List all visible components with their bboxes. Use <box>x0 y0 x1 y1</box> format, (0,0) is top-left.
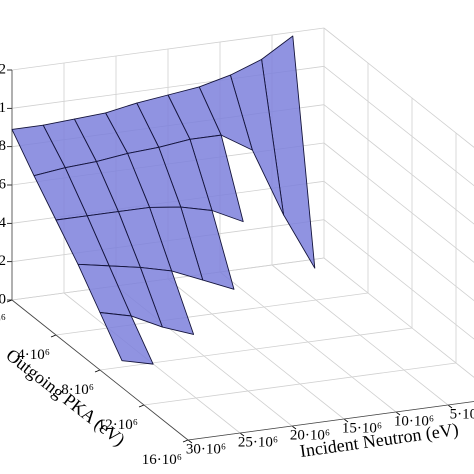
x-tick <box>447 404 453 409</box>
grid-line <box>323 181 474 302</box>
x-tick-label: 25·10⁶ <box>238 435 278 451</box>
axis-line <box>187 401 474 441</box>
x-tick <box>291 425 297 430</box>
grid-line <box>323 104 474 225</box>
x-tick-label: 20·10⁶ <box>290 428 330 444</box>
y-tick-label: 12·10⁶ <box>98 417 138 433</box>
grid-line <box>323 27 474 148</box>
grid-line <box>323 219 474 340</box>
y-tick-label: 8·10⁶ <box>61 382 94 398</box>
x-tick-label: 15·10⁶ <box>342 421 382 437</box>
y-tick <box>94 369 101 373</box>
y-tick <box>50 334 57 338</box>
axis-line <box>11 299 189 441</box>
z-tick-label: 1 <box>0 100 6 116</box>
z-tick-label: 0 <box>0 291 6 307</box>
grid-line <box>323 257 474 378</box>
x-tick <box>343 418 349 423</box>
z-tick-label: 0.4 <box>0 215 7 231</box>
y-tick <box>182 439 189 443</box>
y-axis-label: Outgoing PKA (eV) <box>2 345 129 451</box>
x-tick <box>395 411 401 416</box>
grid-line <box>11 27 325 71</box>
z-tick-label: 0.6 <box>0 176 7 192</box>
x-tick <box>187 439 193 444</box>
z-tick-label: 0.8 <box>0 138 6 154</box>
y-tick-label: 4·10⁶ <box>17 347 50 363</box>
grid-line <box>323 142 474 263</box>
grid-line <box>143 362 457 406</box>
y-tick-label: 0·10⁶ <box>0 312 6 328</box>
z-tick-label: 1.2 <box>0 61 6 77</box>
y-tick <box>138 404 145 408</box>
surface-patch <box>99 312 154 365</box>
y-tick-label: 16·10⁶ <box>142 452 182 468</box>
x-tick-label: 30·10⁶ <box>186 442 226 458</box>
z-tick-label: 0.2 <box>0 253 6 269</box>
x-tick-label: 10·10⁶ <box>394 414 434 430</box>
plot: 30·10⁶ 25·10⁶ 20·10⁶ 15·10⁶ 10·10⁶ 5·10⁶ 0·10⁶… <box>0 27 474 468</box>
x-tick-label: 5·10⁶ <box>450 407 474 423</box>
x-tick <box>239 432 245 437</box>
grid-line <box>323 66 474 187</box>
